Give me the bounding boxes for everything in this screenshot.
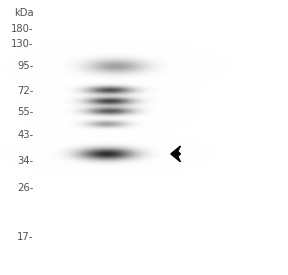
Text: 26-: 26- xyxy=(17,183,34,193)
Text: 72-: 72- xyxy=(17,86,34,96)
Text: 130-: 130- xyxy=(11,40,34,49)
Polygon shape xyxy=(171,146,181,162)
Text: kDa: kDa xyxy=(14,8,34,18)
Text: 180-: 180- xyxy=(11,24,34,34)
Text: 43-: 43- xyxy=(18,130,34,140)
Text: 17-: 17- xyxy=(17,232,34,242)
Text: 34-: 34- xyxy=(18,156,34,166)
Text: 55-: 55- xyxy=(17,106,34,117)
Text: 95-: 95- xyxy=(17,61,34,71)
